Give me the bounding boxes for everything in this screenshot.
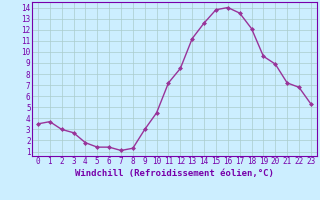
- X-axis label: Windchill (Refroidissement éolien,°C): Windchill (Refroidissement éolien,°C): [75, 169, 274, 178]
